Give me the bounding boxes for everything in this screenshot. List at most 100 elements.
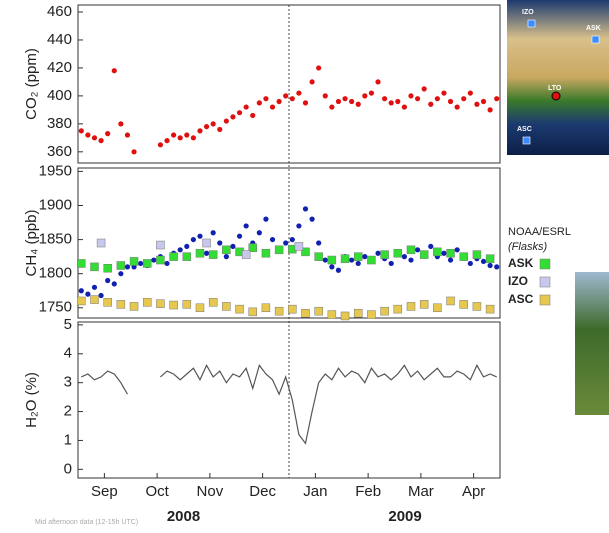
point (190, 236, 196, 243)
flask-marker (77, 259, 86, 268)
point (269, 104, 276, 110)
point (236, 110, 243, 116)
flask-marker (156, 299, 165, 308)
point (329, 104, 335, 110)
point (349, 98, 355, 105)
x-tick-label: Jan (303, 483, 327, 500)
y-tick-label: 420 (47, 59, 72, 76)
point (368, 90, 375, 96)
panel-frame (77, 4, 501, 164)
flask-marker (433, 247, 442, 257)
point (85, 291, 91, 297)
flask-marker (182, 252, 192, 261)
point (349, 257, 355, 263)
map (507, 0, 609, 155)
x-tick-label: Oct (145, 483, 169, 500)
x-tick-label: Feb (355, 483, 381, 500)
flask-marker (393, 304, 403, 314)
point (388, 100, 394, 106)
flask-marker (472, 250, 482, 259)
point (316, 240, 322, 246)
legend-swatch (539, 258, 551, 270)
point (388, 260, 394, 267)
flask-marker (142, 259, 152, 268)
flask-marker (367, 310, 376, 319)
point (375, 79, 381, 85)
flask-marker (353, 308, 363, 318)
point (335, 98, 342, 105)
point (203, 124, 210, 130)
point (111, 68, 117, 74)
y-tick-label: 380 (47, 115, 72, 132)
point (184, 243, 190, 250)
point (401, 104, 407, 110)
flask-marker (103, 298, 112, 307)
point (256, 100, 262, 106)
flask-marker (195, 248, 205, 258)
flask-marker (301, 247, 310, 257)
flask-marker (301, 308, 310, 318)
flask-marker (90, 295, 99, 304)
point (355, 260, 361, 267)
y-tick-label: 5 (64, 316, 72, 333)
flask-marker (340, 254, 350, 263)
point (395, 98, 401, 105)
flask-marker (419, 300, 429, 309)
map-label: ASC (517, 126, 532, 133)
flask-marker (446, 248, 455, 258)
point (441, 250, 447, 256)
x-tick-label: Sep (91, 483, 118, 500)
site-marker (527, 19, 536, 28)
flask-marker (380, 250, 389, 259)
point (78, 288, 84, 294)
flask-marker (202, 238, 211, 248)
point (441, 90, 447, 96)
flask-marker (294, 242, 304, 251)
point (177, 247, 183, 253)
point (414, 96, 421, 102)
point (118, 271, 124, 277)
flask-marker (90, 262, 99, 272)
flask-marker (314, 306, 323, 316)
y-tick-label: 0 (64, 460, 72, 477)
flask-marker (288, 304, 297, 314)
point (78, 128, 84, 134)
flask-marker (241, 250, 251, 259)
map-label: LTO (548, 85, 562, 92)
y-tick-label: 360 (47, 143, 72, 160)
point (467, 90, 473, 96)
point (414, 247, 421, 253)
point (230, 243, 236, 250)
point (217, 240, 223, 246)
point (171, 132, 177, 138)
flask-marker (314, 252, 323, 261)
point (335, 267, 342, 273)
flask-marker (169, 300, 178, 310)
point (111, 281, 117, 287)
point (461, 96, 467, 102)
point (296, 90, 302, 96)
point (480, 258, 487, 265)
y-axis-label: H₂O (%) (23, 372, 40, 428)
y-tick-label: 1 (64, 431, 72, 448)
point (329, 264, 335, 270)
point (223, 118, 229, 124)
point (197, 233, 203, 239)
year-label: 2008 (167, 508, 200, 525)
legend-label: IZO (508, 274, 528, 288)
site-marker (551, 91, 561, 101)
map-label: IZO (522, 9, 534, 16)
point (375, 250, 381, 256)
flask-marker (248, 307, 257, 317)
flask-marker (77, 296, 86, 306)
map-label: ASK (586, 25, 601, 32)
flask-marker (406, 245, 416, 255)
flask-marker (419, 250, 429, 259)
line (160, 364, 497, 445)
point (494, 264, 500, 270)
point (302, 100, 309, 106)
legend-subtitle: (Flasks) (508, 241, 547, 253)
y-tick-label: 1750 (39, 299, 72, 316)
point (487, 262, 493, 269)
